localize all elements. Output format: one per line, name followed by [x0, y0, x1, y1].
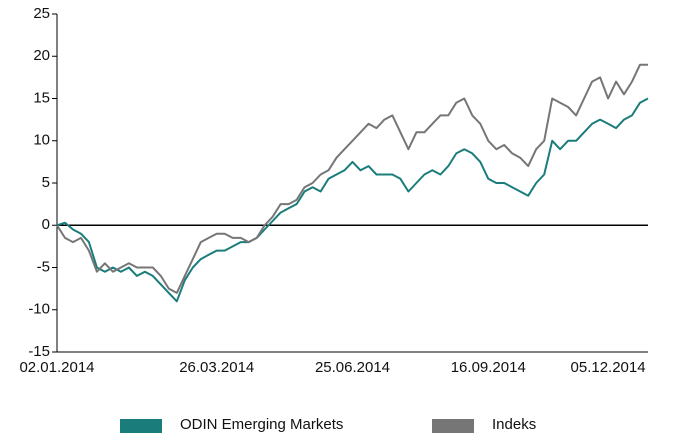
legend-label: ODIN Emerging Markets — [180, 416, 343, 433]
x-tick-label: 05.12.2014 — [571, 359, 646, 376]
y-tick-label: -15 — [28, 343, 50, 360]
series-line — [56, 63, 648, 294]
series-line — [56, 97, 649, 303]
legend-label: Indeks — [492, 416, 536, 433]
x-tick-label: 16.09.2014 — [451, 359, 526, 376]
x-tick-label: 02.01.2014 — [19, 359, 94, 376]
x-tick-label: 25.06.2014 — [315, 359, 390, 376]
y-tick-label: 25 — [33, 5, 50, 22]
y-tick-label: 0 — [42, 216, 50, 233]
x-tick-label: 26.03.2014 — [179, 359, 254, 376]
y-tick-label: -5 — [37, 258, 50, 275]
legend-swatch — [120, 419, 162, 433]
y-tick-label: -10 — [28, 301, 50, 318]
legend-swatch — [432, 419, 474, 433]
y-tick-label: 15 — [33, 89, 50, 106]
y-tick-label: 20 — [33, 47, 50, 64]
y-tick-label: 10 — [33, 132, 50, 149]
y-tick-label: 5 — [42, 174, 50, 191]
